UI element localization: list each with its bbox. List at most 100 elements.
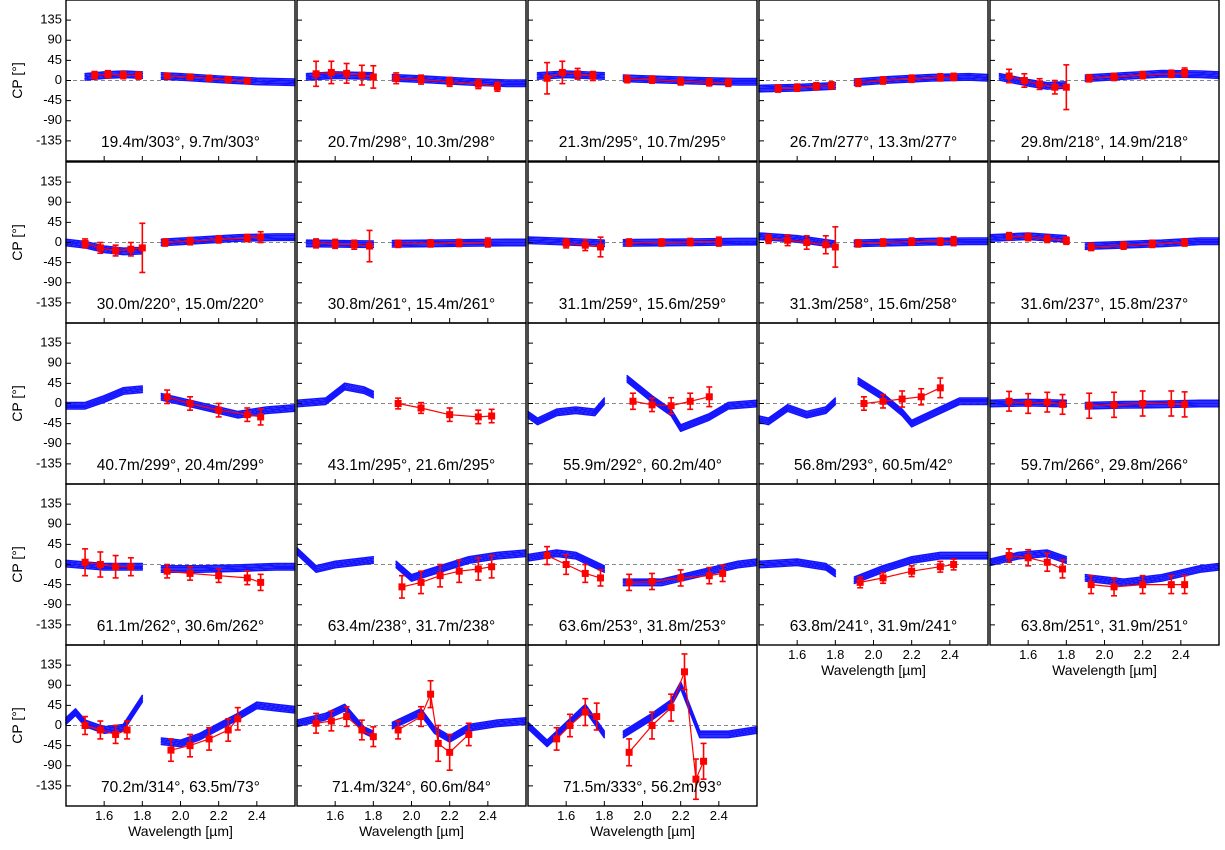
panel-21: 70.2m/314°, 63.5m/73° 135 90 45 0 -45 -90 -135 C… xyxy=(9,644,296,839)
panel-19: 63.8m/241°, 31.9m/241° 1.6 1.8 2.0 2.2 2.4 Wav… xyxy=(758,483,989,678)
y-tick-label: 45 xyxy=(48,52,62,67)
model-curve xyxy=(1084,564,1220,582)
data-point xyxy=(312,239,320,247)
x-tick-label: 2.2 xyxy=(441,808,459,823)
y-tick-label: -135 xyxy=(36,132,62,147)
model-curve xyxy=(395,554,527,581)
model-curve xyxy=(989,549,1068,560)
y-tick-label: 90 xyxy=(48,194,62,209)
data-point xyxy=(312,719,320,727)
panel-2: 20.7m/298°, 10.3m/298° xyxy=(296,0,527,162)
model-curve xyxy=(395,555,527,582)
data-point xyxy=(1005,232,1013,240)
panel-label: 61.1m/262°, 30.6m/262° xyxy=(97,618,265,635)
panel-label: 30.0m/220°, 15.0m/220° xyxy=(97,296,265,313)
data-line xyxy=(94,73,139,77)
data-line xyxy=(167,75,248,82)
model-curve xyxy=(296,382,375,402)
model-curve xyxy=(758,558,837,571)
y-tick-label: 45 xyxy=(48,536,62,551)
y-tick-label: -45 xyxy=(43,576,62,591)
model-curve xyxy=(391,73,527,81)
data-line xyxy=(316,715,374,738)
x-tick-label: 1.8 xyxy=(1057,647,1075,662)
panel-16: 61.1m/262°, 30.6m/262° 135 90 45 0 -45 -90 -135… xyxy=(9,483,296,646)
model-curve xyxy=(758,400,837,423)
x-tick-label: 2.2 xyxy=(1134,647,1152,662)
model-curve xyxy=(296,553,375,573)
data-line xyxy=(316,242,370,247)
panel-label: 26.7m/277°, 13.3m/277° xyxy=(790,134,958,151)
data-line xyxy=(397,402,492,418)
model-curve xyxy=(160,78,296,87)
data-point xyxy=(81,558,89,566)
model-curve xyxy=(853,553,989,580)
x-tick-label: 2.4 xyxy=(248,808,266,823)
data-point xyxy=(1062,83,1070,91)
x-axis-title: Wavelength [µm] xyxy=(128,823,233,839)
x-axis-title: Wavelength [µm] xyxy=(590,823,695,839)
y-tick-label: -45 xyxy=(43,415,62,430)
model-curve xyxy=(1084,237,1220,244)
model-curve xyxy=(989,550,1068,562)
data-point xyxy=(597,243,605,251)
y-tick-label: -135 xyxy=(36,294,62,309)
data-line xyxy=(778,84,832,90)
data-line xyxy=(768,238,836,248)
data-point xyxy=(562,239,570,247)
panel-22: 71.4m/324°, 60.6m/84° 1.6 1.8 2.0 2.2 2.4 Wave… xyxy=(296,644,527,839)
panel-14: 56.8m/293°, 60.5m/42° xyxy=(758,322,989,485)
panel-label: 70.2m/314°, 63.5m/73° xyxy=(101,779,260,796)
model-curve xyxy=(395,549,527,576)
data-line xyxy=(629,241,719,244)
panel-15: 59.7m/266°, 29.8m/266° xyxy=(989,322,1220,485)
data-line xyxy=(166,396,261,418)
data-line xyxy=(629,572,723,583)
model-curve xyxy=(65,244,144,256)
data-point xyxy=(81,722,89,729)
y-tick-label: 45 xyxy=(48,375,62,390)
y-axis-title: CP [°] xyxy=(9,62,25,98)
data-line xyxy=(1009,400,1063,405)
y-tick-label: 90 xyxy=(48,516,62,531)
model-curve xyxy=(160,562,296,567)
panel-label: 63.8m/251°, 31.9m/251° xyxy=(1021,618,1189,635)
data-line xyxy=(858,76,954,84)
data-point xyxy=(1062,237,1070,245)
model-curve xyxy=(758,402,837,424)
panel-4: 26.7m/277°, 13.3m/277° xyxy=(758,0,989,162)
y-tick-label: 135 xyxy=(40,174,62,189)
data-point xyxy=(950,561,958,568)
x-tick-label: 2.4 xyxy=(1172,647,1190,662)
y-tick-label: 90 xyxy=(48,355,62,370)
panel-label: 63.6m/253°, 31.8m/253° xyxy=(559,618,727,635)
panel-10: 31.6m/237°, 15.8m/237° xyxy=(989,161,1220,324)
model-curve xyxy=(989,554,1068,565)
x-axis-title: Wavelength [µm] xyxy=(1052,662,1157,678)
model-curve xyxy=(989,555,1068,567)
x-tick-label: 1.6 xyxy=(557,808,575,823)
data-line xyxy=(546,555,601,579)
data-point xyxy=(719,569,727,577)
x-tick-label: 2.4 xyxy=(710,808,728,823)
model-curve xyxy=(622,242,758,246)
model-curve xyxy=(65,390,144,409)
panel-label: 19.4m/303°, 9.7m/303° xyxy=(101,134,260,151)
data-line xyxy=(1089,71,1185,79)
model-curve xyxy=(160,76,296,85)
x-tick-label: 1.6 xyxy=(95,808,113,823)
data-point xyxy=(257,578,265,586)
panel-label: 63.4m/238°, 31.7m/238° xyxy=(328,618,496,635)
data-point xyxy=(860,400,868,407)
y-tick-label: -135 xyxy=(36,455,62,470)
y-tick-label: -90 xyxy=(43,112,62,127)
data-line xyxy=(863,387,941,405)
data-point xyxy=(774,85,782,93)
y-tick-label: -90 xyxy=(43,274,62,289)
model-curve xyxy=(527,398,606,421)
panel-18: 63.6m/253°, 31.8m/253° xyxy=(527,483,758,646)
y-tick-label: -90 xyxy=(43,596,62,611)
x-tick-label: 1.6 xyxy=(326,808,344,823)
y-tick-label: -45 xyxy=(43,92,62,107)
